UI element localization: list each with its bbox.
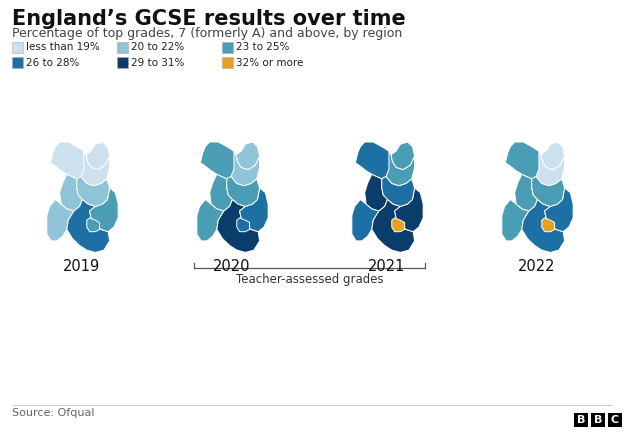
Text: less than 19%: less than 19% bbox=[26, 42, 100, 52]
Bar bbox=[574, 413, 588, 427]
Text: C: C bbox=[611, 415, 619, 425]
Text: B: B bbox=[577, 415, 585, 425]
Bar bbox=[117, 57, 128, 68]
Text: B: B bbox=[594, 415, 602, 425]
Text: 2019: 2019 bbox=[64, 259, 100, 274]
Text: Source: Ofqual: Source: Ofqual bbox=[12, 408, 94, 418]
Bar bbox=[12, 57, 23, 68]
Text: 26 to 28%: 26 to 28% bbox=[26, 58, 79, 67]
Text: 2022: 2022 bbox=[519, 259, 556, 274]
Bar bbox=[591, 413, 605, 427]
Text: 32% or more: 32% or more bbox=[236, 58, 303, 67]
Bar bbox=[222, 42, 233, 53]
Text: Percentage of top grades, 7 (formerly A) and above, by region: Percentage of top grades, 7 (formerly A)… bbox=[12, 27, 402, 40]
Bar bbox=[117, 42, 128, 53]
Bar bbox=[608, 413, 622, 427]
Text: 23 to 25%: 23 to 25% bbox=[236, 42, 290, 52]
Text: England’s GCSE results over time: England’s GCSE results over time bbox=[12, 9, 406, 29]
Text: 20 to 22%: 20 to 22% bbox=[131, 42, 184, 52]
Bar bbox=[12, 42, 23, 53]
Text: 29 to 31%: 29 to 31% bbox=[131, 58, 184, 67]
Bar bbox=[222, 57, 233, 68]
Text: 2020: 2020 bbox=[213, 259, 251, 274]
Text: Teacher-assessed grades: Teacher-assessed grades bbox=[236, 273, 383, 286]
Text: 2021: 2021 bbox=[368, 259, 406, 274]
